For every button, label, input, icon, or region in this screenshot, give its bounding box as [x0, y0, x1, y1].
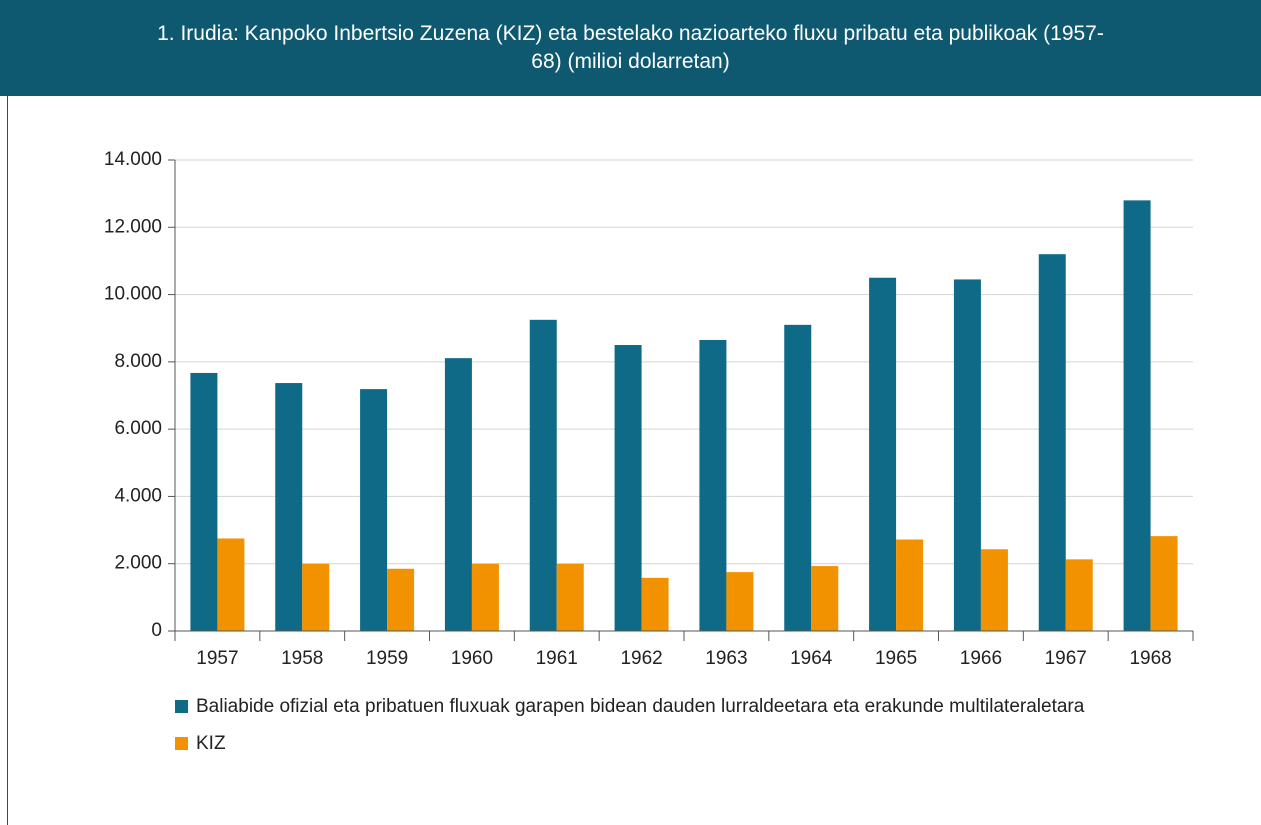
- y-tick-label: 12.000: [104, 216, 162, 237]
- bar: [953, 279, 981, 631]
- bar: [1123, 200, 1151, 631]
- x-tick-label: 1967: [1045, 648, 1087, 669]
- legend-label: Baliabide ofizial eta pribatuen fluxuak …: [196, 696, 1085, 717]
- x-tick-label: 1968: [1129, 648, 1171, 669]
- bar: [614, 345, 642, 631]
- bar: [1065, 559, 1093, 631]
- bar: [699, 339, 727, 631]
- bar: [529, 319, 557, 631]
- x-tick-label: 1962: [620, 648, 662, 669]
- bar: [784, 324, 812, 631]
- frame-line: [7, 96, 8, 825]
- bar: [641, 577, 669, 631]
- x-tick-label: 1966: [960, 648, 1002, 669]
- x-tick-label: 1963: [705, 648, 747, 669]
- bar: [444, 358, 472, 631]
- bar: [302, 563, 330, 631]
- bar: [896, 539, 924, 631]
- y-tick-label: 0: [151, 620, 162, 641]
- bar: [1038, 254, 1066, 631]
- y-tick-label: 8.000: [114, 351, 162, 372]
- bar: [980, 549, 1008, 631]
- bar: [556, 563, 584, 631]
- legend-item: Baliabide ofizial eta pribatuen fluxuak …: [175, 694, 1185, 719]
- legend-swatch: [175, 737, 188, 750]
- bar: [387, 568, 415, 631]
- x-tick-label: 1961: [536, 648, 578, 669]
- bar: [275, 383, 303, 631]
- y-tick-label: 10.000: [104, 284, 162, 305]
- y-tick-label: 4.000: [114, 485, 162, 506]
- bar: [360, 389, 388, 631]
- x-tick-label: 1957: [196, 648, 238, 669]
- bar: [726, 572, 754, 631]
- x-tick-label: 1959: [366, 648, 408, 669]
- bar: [1150, 536, 1178, 631]
- bar: [811, 566, 839, 631]
- chart-title: 1. Irudia: Kanpoko Inbertsio Zuzena (KIZ…: [157, 22, 1104, 73]
- bar: [217, 538, 245, 631]
- legend: Baliabide ofizial eta pribatuen fluxuak …: [175, 694, 1185, 768]
- bar: [471, 563, 499, 631]
- y-tick-label: 2.000: [114, 553, 162, 574]
- legend-item: KIZ: [175, 731, 1185, 756]
- legend-label: KIZ: [196, 733, 226, 754]
- x-tick-label: 1960: [451, 648, 493, 669]
- y-tick-label: 6.000: [114, 418, 162, 439]
- bar: [190, 372, 218, 631]
- bar: [869, 277, 897, 631]
- header: 1. Irudia: Kanpoko Inbertsio Zuzena (KIZ…: [0, 0, 1261, 96]
- y-tick-label: 14.000: [104, 149, 162, 170]
- x-tick-label: 1958: [281, 648, 323, 669]
- legend-swatch: [175, 700, 188, 713]
- x-tick-label: 1965: [875, 648, 917, 669]
- x-tick-label: 1964: [790, 648, 833, 669]
